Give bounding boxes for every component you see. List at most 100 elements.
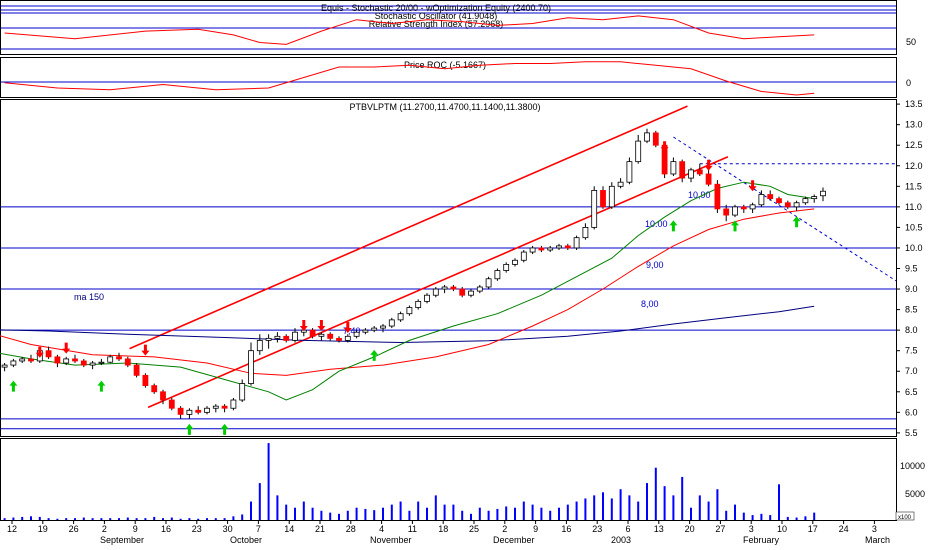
candle-body (318, 333, 325, 337)
candle-body (309, 329, 316, 337)
sell-signal-arrow-icon (62, 342, 71, 354)
candle-body (547, 247, 554, 251)
candle-body (133, 364, 140, 376)
volume-bar (443, 504, 446, 520)
volume-bar (338, 513, 340, 520)
volume-bar (408, 510, 411, 520)
candle-body (54, 356, 61, 364)
candle-body (160, 391, 166, 401)
indicator-title-2: Stochastic Oscillator (41.9048) (375, 11, 498, 21)
y-tick-label: 10.5 (905, 222, 923, 232)
trend-channel-line (129, 105, 688, 350)
volume-bar (751, 515, 754, 520)
x-day-label: 13 (654, 524, 664, 534)
indicator-axis-label-50: 50 (906, 37, 916, 47)
candle-body (670, 161, 677, 175)
candle-body (450, 286, 457, 290)
volume-bar (74, 518, 76, 520)
candle-body (820, 190, 826, 197)
volume-bar (12, 517, 15, 520)
candle-body (204, 407, 210, 413)
volume-bar (734, 504, 736, 520)
x-day-label: 26 (69, 524, 79, 534)
volume-bar (65, 518, 68, 520)
indicator-reference-lines (1, 5, 896, 50)
sell-signal-arrow-icon (343, 322, 352, 334)
volume-bar (21, 516, 24, 520)
candle-body (151, 385, 158, 393)
candle-body (573, 237, 580, 249)
candle-body (591, 190, 598, 228)
candle-body (248, 350, 254, 384)
x-day-label: 30 (223, 524, 233, 534)
candle-body (239, 383, 246, 401)
candle-body (740, 206, 747, 210)
volume-bar (478, 507, 481, 520)
volume-bar (716, 489, 719, 520)
volume-bar (417, 501, 420, 520)
candle-body (265, 337, 272, 341)
candle-body (644, 132, 650, 142)
volume-bar (47, 518, 50, 520)
volume-axis-label-10000: 10000 (900, 461, 925, 471)
candle-body (221, 405, 228, 409)
volume-bar (294, 507, 296, 520)
volume-bar (30, 516, 32, 520)
volume-bar (285, 504, 288, 520)
candle-body (45, 350, 52, 358)
volume-panel-frame (0, 438, 897, 521)
x-month-label: October (230, 535, 262, 545)
x-day-label: 20 (685, 524, 695, 534)
indicator-title-3: Relative Strength Index (57.2968) (369, 19, 504, 29)
candle-body (784, 202, 791, 208)
candle-body (336, 337, 342, 341)
price-panel-frame (0, 99, 897, 437)
candle-body (1, 364, 8, 368)
candle-body (758, 194, 765, 206)
candle-body (520, 251, 527, 261)
indicator-panel-frame (0, 0, 897, 55)
buy-signal-arrow-icon (370, 349, 379, 361)
candle-body (432, 288, 439, 296)
sell-signal-arrow-icon (660, 141, 669, 153)
x-day-label: 25 (469, 524, 479, 534)
panel-frames (0, 0, 897, 521)
volume-bar (390, 504, 393, 520)
candle-body (327, 333, 334, 339)
candle-body (441, 286, 448, 290)
level-1090-label: 10,90 (688, 190, 711, 200)
candle-body (811, 196, 818, 200)
candle-body (476, 286, 483, 292)
candle-body (142, 374, 149, 387)
volume-bar (320, 510, 323, 520)
ma-150-line (0, 305, 815, 344)
sell-signal-arrow-icon (704, 159, 713, 171)
y-tick-label: 7.5 (905, 346, 918, 356)
candle-body (696, 169, 703, 175)
buy-signal-arrow-icon (220, 423, 229, 435)
candle-body (344, 335, 351, 341)
volume-bar (610, 498, 613, 520)
candle-body (564, 245, 571, 249)
x-day-label: 21 (315, 524, 325, 534)
price-roc-line (4, 61, 815, 96)
level-740-label: 7,40 (343, 326, 361, 336)
candle-body (468, 290, 474, 296)
y-tick-label: 13.0 (905, 120, 923, 130)
volume-bar (434, 495, 437, 520)
y-tick-label: 7.0 (905, 366, 918, 376)
x-day-label: 4 (379, 524, 384, 534)
volume-bar (461, 510, 464, 520)
y-tick-label: 5.5 (905, 428, 918, 438)
volume-bar (109, 518, 112, 520)
volume-bar (373, 510, 376, 520)
buy-signal-arrow-icon (185, 423, 194, 435)
y-tick-label: 8.5 (905, 305, 918, 315)
volume-bar (232, 516, 235, 520)
candle-body (732, 206, 738, 216)
volume-bar (452, 504, 455, 520)
candle-body (802, 198, 809, 204)
x-day-label: 23 (192, 524, 202, 534)
y-tick-label: 6.5 (905, 387, 918, 397)
level-800-label: 8,00 (641, 299, 659, 309)
